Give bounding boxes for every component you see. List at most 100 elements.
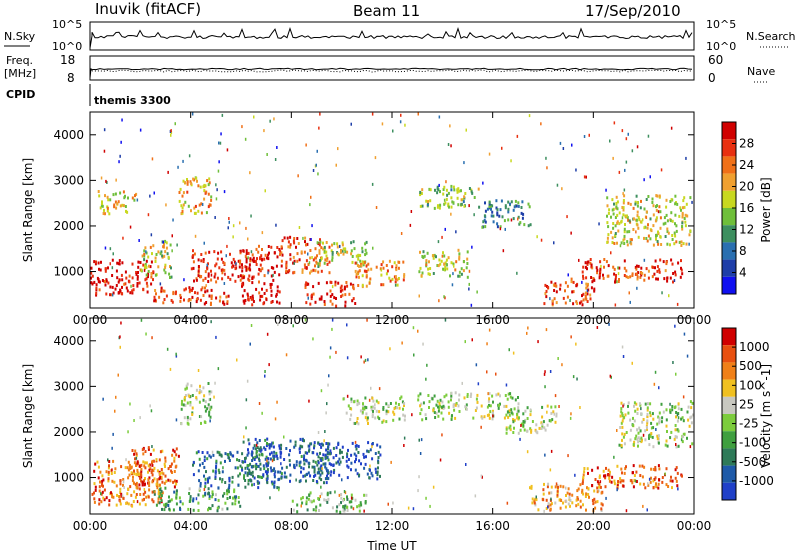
power-cell (202, 278, 205, 282)
velocity-cell (241, 468, 244, 472)
velocity-cell (437, 409, 440, 413)
velocity-noise-cell (151, 336, 153, 340)
power-cell (172, 290, 175, 294)
velocity-cell (272, 445, 275, 449)
velocity-cell (234, 499, 237, 502)
velocity-cell (556, 493, 559, 497)
velocity-cell (393, 412, 396, 416)
velocity-cell (164, 456, 167, 460)
velocity-cell (319, 473, 322, 477)
velocity-cell (300, 470, 302, 474)
power-cell (293, 270, 296, 274)
velocity-cell (319, 457, 322, 461)
power-cell (589, 261, 592, 265)
velocity-cell (526, 406, 529, 410)
power-cell (483, 214, 486, 218)
velocity-noise-cell (565, 486, 567, 490)
velocity-noise-cell (529, 486, 531, 490)
velocity-cell (623, 403, 625, 407)
power-colorbar-tick-label: 24 (739, 158, 754, 172)
power-cell (466, 250, 469, 254)
power-cell (643, 278, 646, 282)
velocity-cell (204, 477, 207, 481)
velocity-cell (186, 417, 189, 421)
velocity-cell (273, 472, 276, 476)
velocity-cell (671, 486, 673, 490)
power-cell (623, 274, 626, 277)
power-cell (456, 188, 459, 192)
velocity-cell (492, 409, 494, 413)
power-cell (653, 272, 656, 276)
velocity-cell (375, 409, 378, 413)
power-cell (183, 298, 185, 302)
velocity-cell (317, 467, 320, 471)
power-cell (593, 289, 596, 293)
power-cell (451, 200, 454, 204)
velocity-cell (505, 431, 508, 435)
velocity-cell (296, 503, 299, 507)
velocity-noise-cell (249, 342, 251, 346)
power-noise-cell (566, 215, 568, 219)
velocity-cell (270, 469, 273, 473)
velocity-noise-cell (677, 487, 679, 491)
power-cell (403, 275, 406, 279)
velocity-cell (443, 395, 446, 399)
power-colorbar-label: Power [dB] (759, 177, 773, 242)
power-cell (606, 240, 609, 244)
power-cell (581, 303, 584, 307)
velocity-cell (677, 429, 680, 433)
power-cell (203, 197, 206, 201)
velocity-cell (256, 480, 259, 484)
power-cell (354, 302, 357, 305)
power-cell (221, 271, 224, 275)
power-cell (344, 293, 347, 297)
power-cell (206, 267, 209, 271)
velocity-cell (604, 474, 607, 478)
power-noise-cell (337, 147, 339, 151)
power-cell (124, 205, 127, 208)
power-cell (659, 216, 662, 220)
power-cell (216, 276, 219, 280)
power-cell (119, 288, 122, 292)
power-cell (216, 257, 219, 261)
power-cell (543, 302, 546, 306)
velocity-cell (619, 477, 622, 481)
power-cell (598, 273, 601, 277)
velocity-cell (267, 457, 270, 461)
power-cell (100, 260, 102, 264)
velocity-noise-cell (115, 395, 117, 399)
power-cell (585, 282, 588, 286)
velocity-cell (554, 485, 557, 489)
velocity-cell (115, 503, 118, 507)
velocity-noise-cell (346, 323, 348, 327)
power-noise-cell (105, 179, 107, 183)
velocity-cell (457, 404, 460, 408)
velocity-cell (522, 423, 525, 427)
power-cell (189, 288, 191, 292)
velocity-cell (644, 438, 647, 442)
power-cell (458, 274, 461, 278)
power-cell (617, 280, 620, 283)
velocity-cell (207, 487, 210, 491)
velocity-cell (381, 420, 384, 424)
velocity-colorbar-swatch (722, 414, 736, 432)
power-cell (179, 299, 182, 303)
power-cell (606, 236, 609, 240)
power-cell (191, 286, 194, 290)
velocity-cell (159, 493, 162, 497)
power-cell (666, 230, 669, 233)
velocity-noise-cell (320, 485, 322, 489)
power-cell (154, 256, 157, 260)
velocity-noise-cell (129, 402, 131, 406)
power-cell (331, 252, 334, 256)
velocity-noise-cell (154, 490, 156, 494)
power-cell (304, 266, 307, 270)
power-noise-cell (232, 224, 235, 228)
velocity-cell (204, 493, 207, 497)
power-cell (491, 210, 494, 214)
power-cell (164, 239, 167, 243)
velocity-cell (122, 483, 124, 487)
velocity-noise-cell (308, 399, 310, 403)
power-cell (593, 278, 596, 282)
